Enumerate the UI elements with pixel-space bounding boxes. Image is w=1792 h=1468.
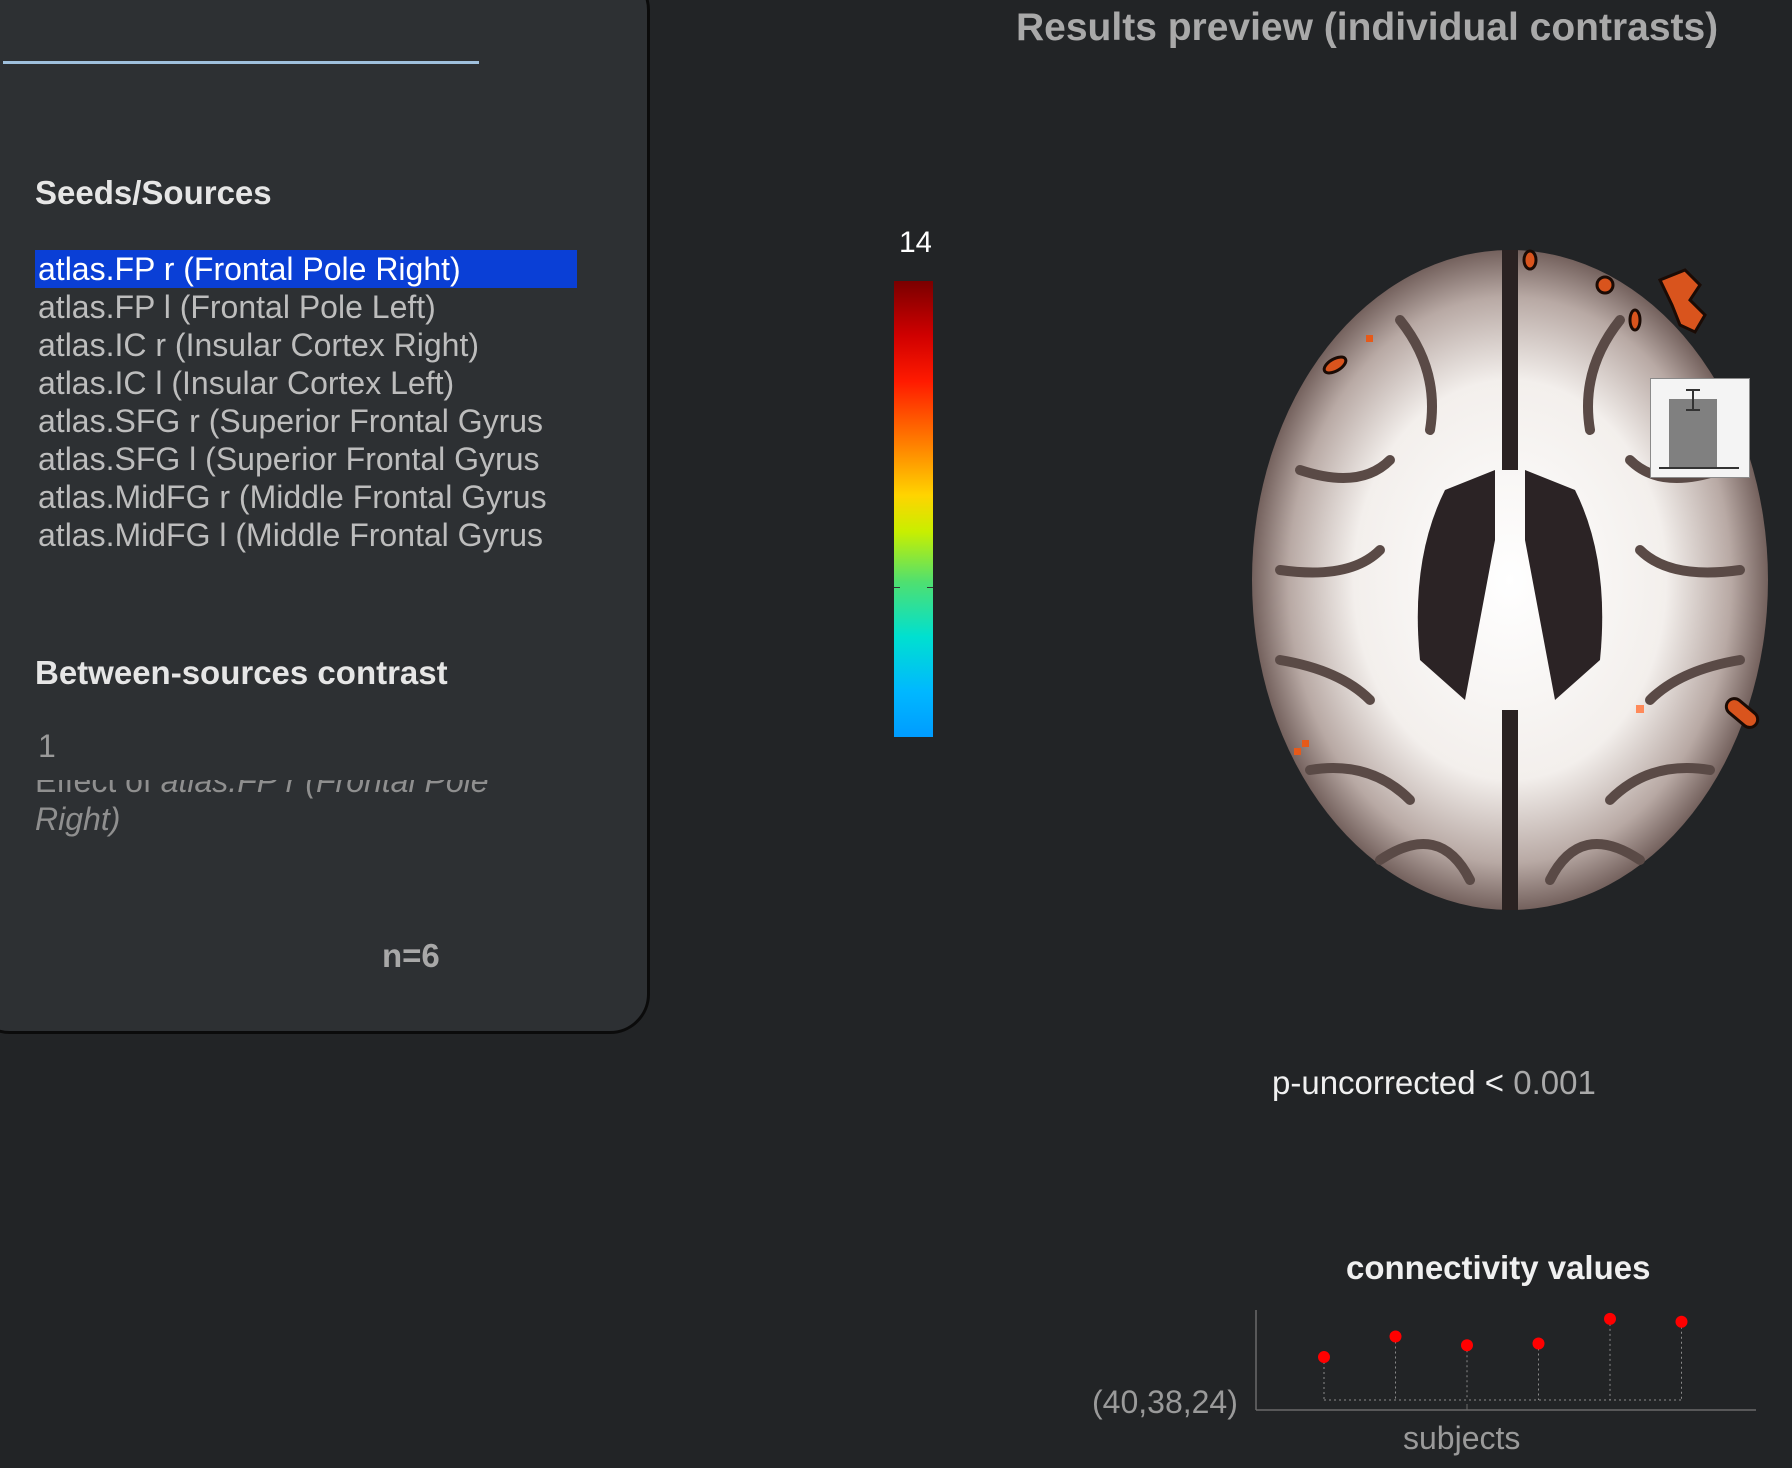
colorbar-tick <box>927 587 933 588</box>
threshold-value[interactable]: 0.001 <box>1513 1064 1596 1101</box>
fissure-posterior <box>1502 710 1518 910</box>
effect-name: atlas.FP r (Frontal Pole Right) <box>35 780 489 837</box>
chart-point <box>1604 1312 1616 1325</box>
tooltip-baseline <box>1659 467 1739 469</box>
chart-xlabel: subjects <box>1403 1420 1521 1456</box>
fissure-anterior <box>1502 250 1518 470</box>
n-subjects-label: n=6 <box>382 937 440 974</box>
chart-point <box>1532 1337 1545 1350</box>
seed-item[interactable]: atlas.MidFG l (Middle Frontal Gyrus <box>38 517 544 553</box>
chart-point <box>1389 1330 1402 1343</box>
chart-point <box>1318 1351 1330 1364</box>
seed-item[interactable]: atlas.FP r (Frontal Pole Right) <box>35 250 577 288</box>
seeds-list[interactable]: atlas.FP r (Frontal Pole Right) atlas.FP … <box>35 250 577 554</box>
activation-clusters <box>1322 249 1760 729</box>
right-ventricle <box>1525 470 1603 700</box>
seed-item[interactable]: atlas.IC l (Insular Cortex Left) <box>38 365 455 401</box>
contrast-input[interactable]: 1 <box>38 728 56 764</box>
panel-top-line <box>3 61 479 64</box>
chart-point <box>1675 1315 1688 1328</box>
threshold-type: p-uncorrected < <box>1272 1064 1514 1101</box>
colorbar <box>894 281 933 737</box>
seed-item[interactable]: atlas.SFG l (Superior Frontal Gyrus <box>38 441 540 477</box>
contrast-title: Between-sources contrast <box>35 654 448 691</box>
tooltip-errorbar <box>1692 389 1694 411</box>
seed-item[interactable]: atlas.FP l (Frontal Pole Left) <box>38 289 436 325</box>
tooltip-errorbar-cap <box>1686 409 1700 411</box>
results-title: Results preview (individual contrasts) <box>1016 6 1719 49</box>
value-tooltip <box>1650 378 1750 478</box>
chart-title: connectivity values <box>1346 1249 1651 1286</box>
left-ventricle <box>1417 470 1495 700</box>
seed-item[interactable]: atlas.MidFG r (Middle Frontal Gyrus <box>38 479 547 515</box>
effect-description: Effect of atlas.FP r (Frontal Pole Right… <box>35 780 495 838</box>
seeds-title: Seeds/Sources <box>35 174 272 211</box>
seed-item[interactable]: atlas.SFG r (Superior Frontal Gyrus <box>38 403 544 439</box>
connectivity-chart <box>1255 1310 1756 1411</box>
chart-point <box>1461 1339 1473 1352</box>
seeds-panel <box>0 0 650 1034</box>
colorbar-tick <box>894 587 900 588</box>
activation-voxels <box>1294 335 1644 755</box>
chart-ylabel: (40,38,24) <box>1092 1384 1238 1420</box>
seed-item[interactable]: atlas.IC r (Insular Cortex Right) <box>38 327 480 363</box>
brain-outline <box>1252 250 1768 910</box>
tooltip-errorbar-cap <box>1686 389 1700 391</box>
brain-slice-image[interactable] <box>1240 240 1780 920</box>
effect-prefix: Effect of <box>35 780 161 799</box>
colorbar-max-label: 14 <box>899 226 931 259</box>
threshold-label: p-uncorrected < 0.001 <box>1272 1064 1596 1102</box>
